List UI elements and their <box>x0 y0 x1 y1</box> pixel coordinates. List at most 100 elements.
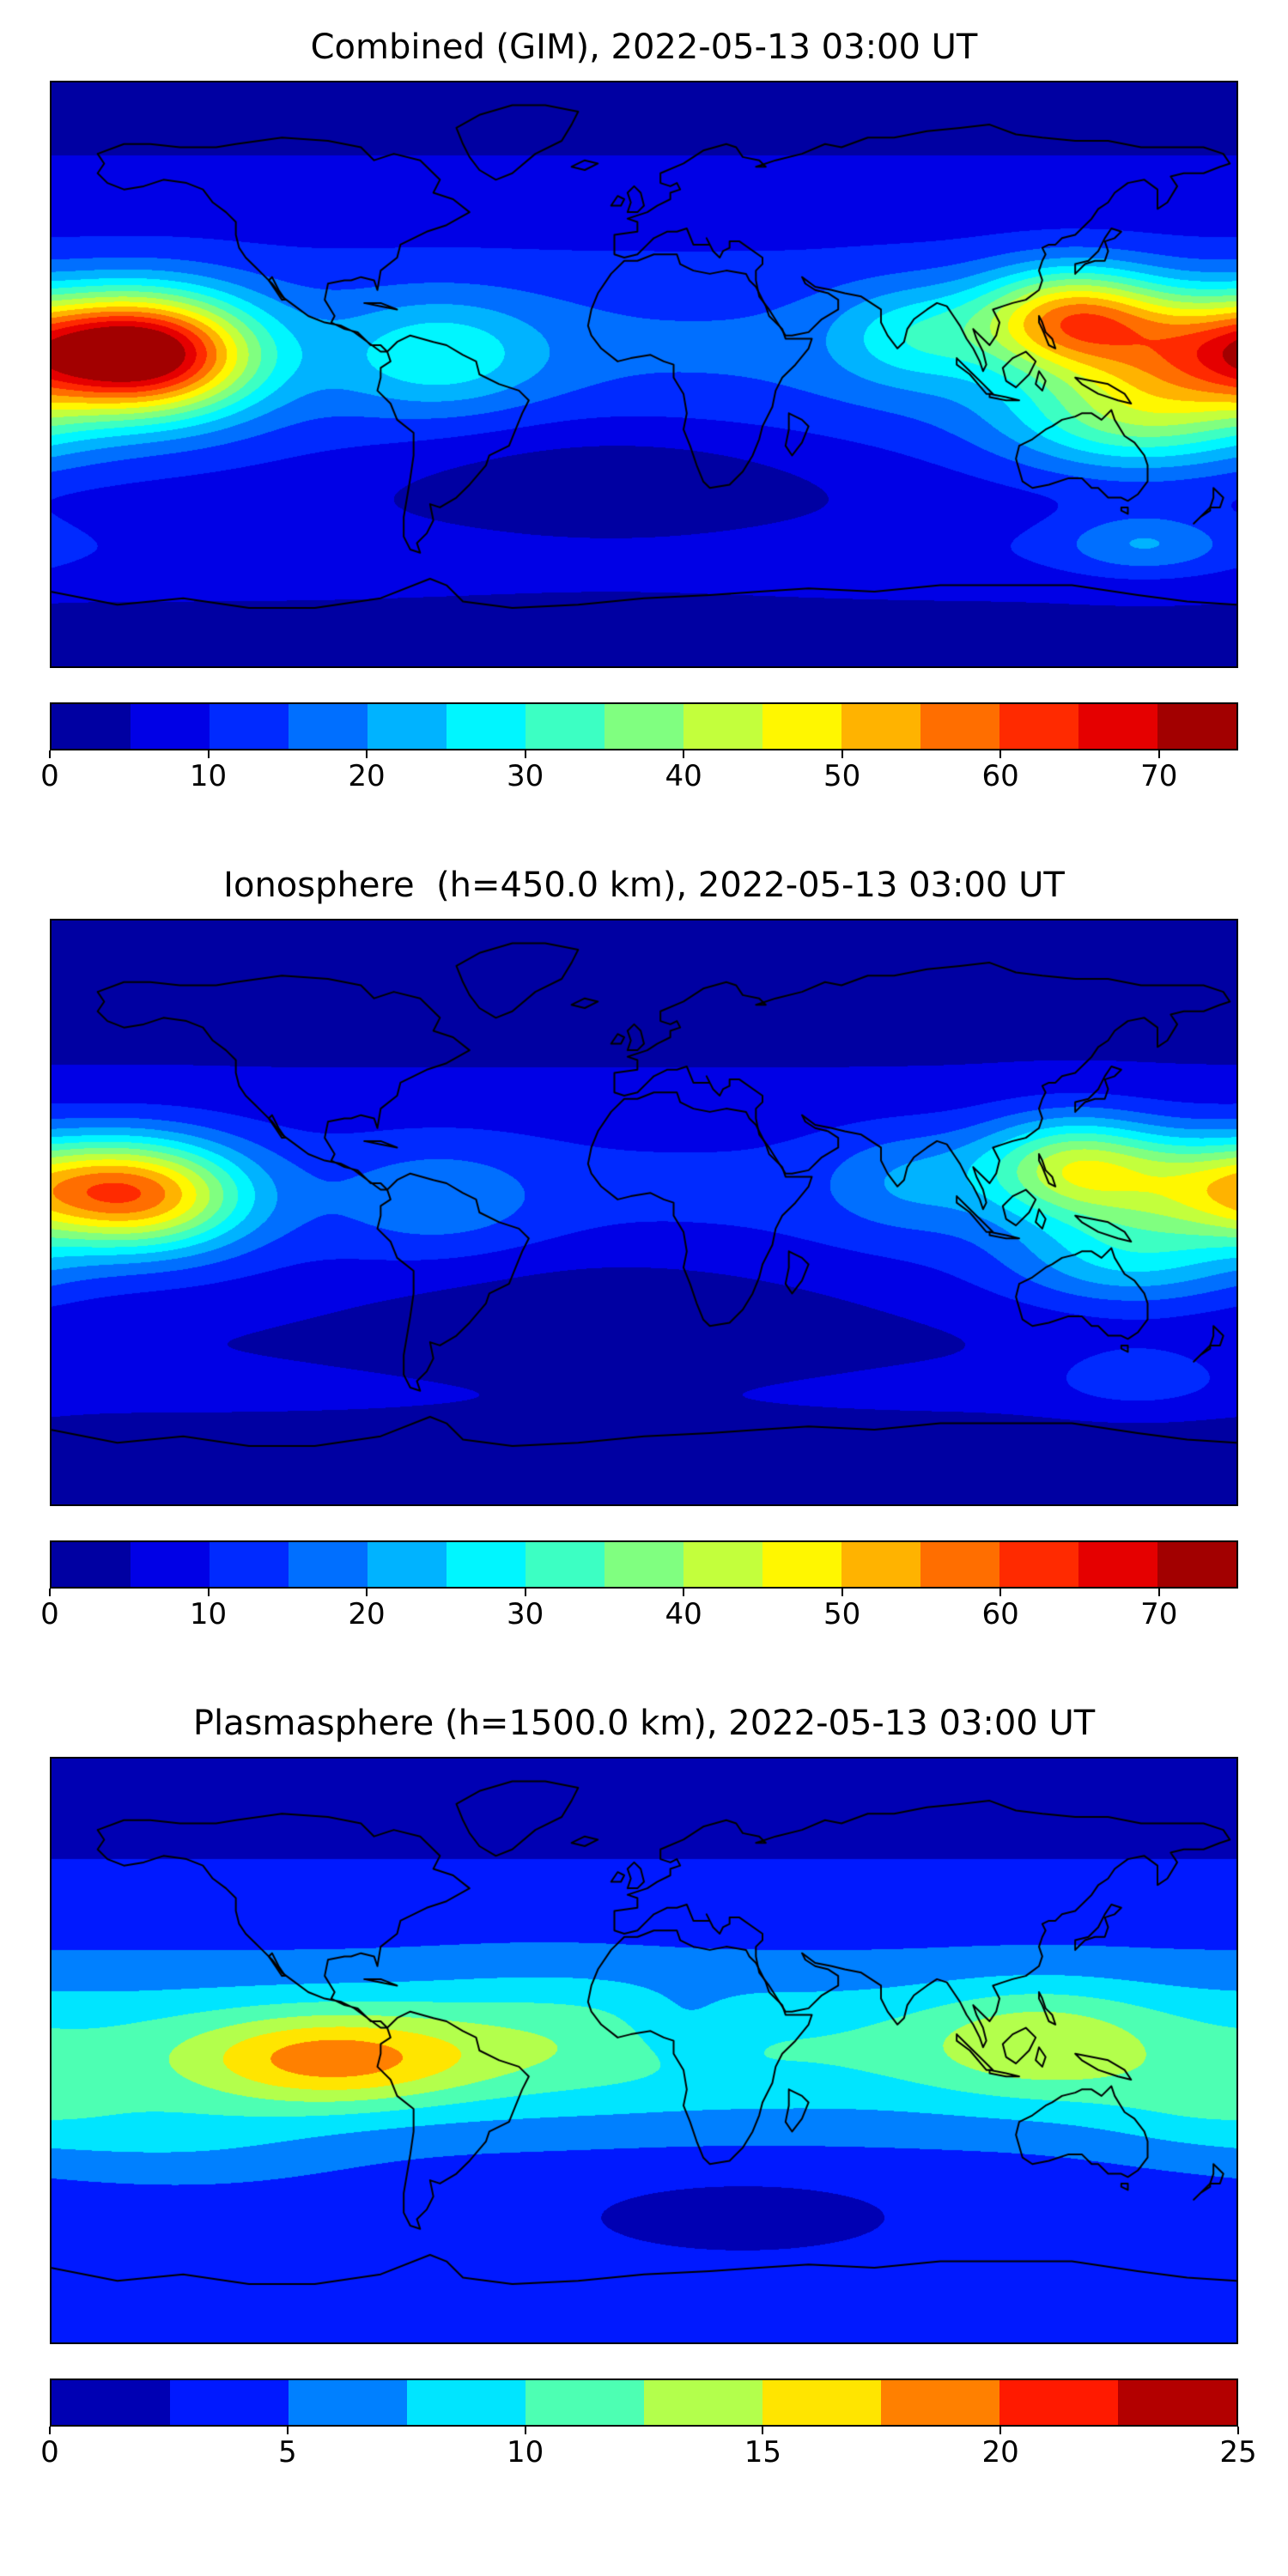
panel-ionosphere: Ionosphere (h=450.0 km), 2022-05-13 03:0… <box>0 866 1288 1637</box>
colorbar-segment <box>1118 2380 1236 2425</box>
colorbar-segment <box>683 1542 762 1587</box>
colorbar-tickmark <box>524 1589 526 1596</box>
colorbar-segment <box>447 704 526 749</box>
colorbar-segment <box>999 1542 1078 1587</box>
colorbar-segment <box>1157 704 1236 749</box>
colorbar-tickmark <box>207 750 210 758</box>
panel-plasmasphere: Plasmasphere (h=1500.0 km), 2022-05-13 0… <box>0 1704 1288 2475</box>
colorbar-tick-label: 30 <box>506 1597 544 1631</box>
colorbar-tick-label: 70 <box>1140 1597 1178 1631</box>
ionosphere-map-canvas <box>52 920 1236 1504</box>
colorbar-tickmark <box>999 1589 1002 1596</box>
plasmasphere-title: Plasmasphere (h=1500.0 km), 2022-05-13 0… <box>192 1704 1096 1743</box>
colorbar-segment <box>289 2380 407 2425</box>
colorbar-tickmark <box>49 750 51 758</box>
combined-map <box>50 81 1238 668</box>
colorbar-segment <box>762 1542 841 1587</box>
ionosphere-map <box>50 919 1238 1506</box>
ionosphere-colorbar: 0 10 20 30 40 50 60 70 <box>40 1540 1238 1637</box>
plasmasphere-map <box>50 1757 1238 2344</box>
colorbar-tick-label: 30 <box>506 759 544 793</box>
plasmasphere-colorbar-strip <box>50 2379 1238 2427</box>
ionosphere-colorbar-ticks: 0 10 20 30 40 50 60 70 <box>40 1589 1238 1637</box>
colorbar-segment <box>210 1542 289 1587</box>
colorbar-segment <box>841 1542 920 1587</box>
colorbar-segment <box>447 1542 526 1587</box>
colorbar-segment <box>210 704 289 749</box>
colorbar-segment <box>526 1542 605 1587</box>
colorbar-tick-label: 50 <box>823 1597 861 1631</box>
colorbar-segment <box>920 704 999 749</box>
colorbar-segment <box>526 2380 644 2425</box>
colorbar-segment <box>920 1542 999 1587</box>
colorbar-tickmark <box>207 1589 210 1596</box>
colorbar-tick-label: 25 <box>1219 2435 1257 2470</box>
combined-colorbar-strip <box>50 702 1238 750</box>
colorbar-tickmark <box>366 1589 368 1596</box>
colorbar-segment <box>1078 1542 1157 1587</box>
colorbar-segment <box>841 704 920 749</box>
colorbar-segment <box>1078 704 1157 749</box>
colorbar-segment <box>605 704 683 749</box>
colorbar-tick-label: 10 <box>189 759 228 793</box>
colorbar-tick-label: 5 <box>277 2435 297 2470</box>
colorbar-segment <box>368 1542 447 1587</box>
colorbar-segment <box>605 1542 683 1587</box>
colorbar-tick-label: 0 <box>40 2435 59 2470</box>
colorbar-segment <box>644 2380 762 2425</box>
colorbar-tick-label: 10 <box>506 2435 544 2470</box>
colorbar-segment <box>170 2380 289 2425</box>
colorbar-segment <box>881 2380 999 2425</box>
colorbar-segment <box>289 704 368 749</box>
colorbar-tick-label: 60 <box>981 1597 1019 1631</box>
colorbar-segment <box>52 1542 131 1587</box>
colorbar-tickmark <box>1157 1589 1160 1596</box>
plasmasphere-colorbar-ticks: 0 5 10 15 20 25 <box>40 2427 1257 2475</box>
colorbar-segment <box>683 704 762 749</box>
colorbar-tick-label: 20 <box>348 759 386 793</box>
colorbar-tickmark <box>683 1589 685 1596</box>
colorbar-tick-label: 40 <box>665 1597 702 1631</box>
colorbar-tickmark <box>366 750 368 758</box>
colorbar-tick-label: 10 <box>189 1597 228 1631</box>
colorbar-segment <box>52 2380 170 2425</box>
colorbar-segment <box>762 704 841 749</box>
colorbar-tickmark <box>841 750 843 758</box>
ionosphere-colorbar-strip <box>50 1540 1238 1589</box>
colorbar-segment <box>131 1542 210 1587</box>
colorbar-tick-label: 60 <box>981 759 1019 793</box>
colorbar-tickmark <box>999 2427 1002 2434</box>
plasmasphere-map-canvas <box>52 1759 1236 2342</box>
colorbar-segment <box>1157 1542 1236 1587</box>
colorbar-tickmark <box>49 1589 51 1596</box>
plasmasphere-colorbar: 0 5 10 15 20 25 <box>40 2379 1257 2475</box>
panel-combined: Combined (GIM), 2022-05-13 03:00 UT 0 10 2… <box>0 27 1288 799</box>
colorbar-tickmark <box>999 750 1002 758</box>
colorbar-segment <box>526 704 605 749</box>
colorbar-tick-label: 0 <box>40 759 59 793</box>
colorbar-tickmark <box>524 750 526 758</box>
colorbar-segment <box>407 2380 526 2425</box>
colorbar-tick-label: 40 <box>665 759 702 793</box>
colorbar-tick-label: 70 <box>1140 759 1178 793</box>
colorbar-tickmark <box>286 2427 289 2434</box>
ionosphere-title: Ionosphere (h=450.0 km), 2022-05-13 03:0… <box>223 866 1065 905</box>
colorbar-tick-label: 20 <box>348 1597 386 1631</box>
colorbar-segment <box>368 704 447 749</box>
colorbar-tickmark <box>1237 2427 1239 2434</box>
colorbar-tick-label: 50 <box>823 759 861 793</box>
colorbar-tickmark <box>841 1589 843 1596</box>
combined-colorbar-ticks: 0 10 20 30 40 50 60 70 <box>40 750 1238 799</box>
colorbar-segment <box>999 704 1078 749</box>
combined-colorbar: 0 10 20 30 40 50 60 70 <box>40 702 1238 799</box>
colorbar-tickmark <box>762 2427 764 2434</box>
colorbar-tickmark <box>49 2427 51 2434</box>
colorbar-tickmark <box>1157 750 1160 758</box>
combined-title: Combined (GIM), 2022-05-13 03:00 UT <box>310 27 978 67</box>
colorbar-tick-label: 0 <box>40 1597 59 1631</box>
colorbar-segment <box>999 2380 1118 2425</box>
figure: Combined (GIM), 2022-05-13 03:00 UT 0 10 2… <box>0 27 1288 2475</box>
colorbar-segment <box>762 2380 881 2425</box>
colorbar-tickmark <box>683 750 685 758</box>
colorbar-tick-label: 15 <box>744 2435 782 2470</box>
